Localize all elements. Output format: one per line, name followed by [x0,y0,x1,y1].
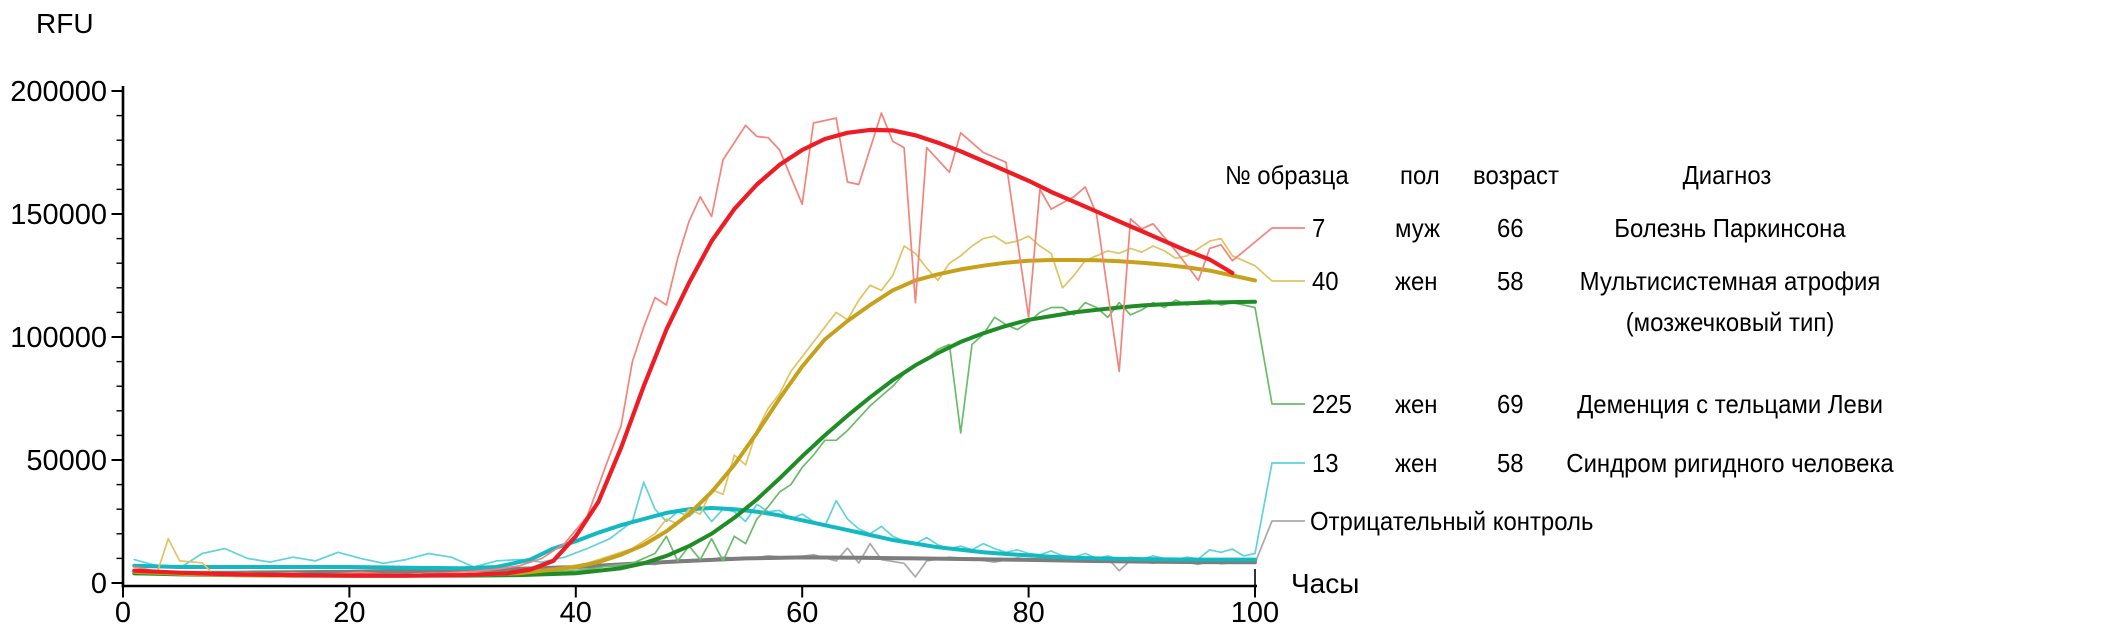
legend-header-diagnosis: Диагноз [1682,160,1772,190]
sample-number: 7 [1312,213,1326,243]
x-axis-title: Часы [1291,568,1360,599]
sample-13-sps-raw-legend-leader [1254,462,1305,554]
sample-number: 13 [1312,448,1339,478]
sample-diagnosis: Деменция с тельцами Леви [1577,389,1883,419]
legend-header-age: возраст [1473,160,1559,190]
sample-13-sps-fit [132,506,1257,571]
sample-diagnosis: Мультисистемная атрофия [1579,266,1881,296]
x-tick-label: 60 [786,597,818,629]
legend-header-sex: пол [1400,160,1440,190]
sample-number: 225 [1312,389,1352,419]
sample-sex: муж [1395,213,1440,243]
legend-header-sample: № образца [1225,160,1349,190]
sample-40-msa-raw [133,235,1256,577]
x-tick-label: 20 [333,597,365,629]
sample-7-parkinson-raw-legend-leader [1231,227,1305,262]
sample-225-dlb-raw [133,299,1256,576]
negative-control-raw-legend-leader [1254,520,1305,564]
sample-age: 66 [1497,213,1524,243]
sample-40-msa-raw-legend-leader [1254,265,1305,282]
sample-7-parkinson-fit [132,127,1235,578]
sample-number: 40 [1312,266,1339,296]
sample-age: 69 [1497,389,1524,419]
x-tick-label: 100 [1231,597,1279,629]
sample-age: 58 [1497,448,1524,478]
sample-13-sps-raw [133,481,1256,570]
x-tick-label: 40 [560,597,592,629]
sample-sex: жен [1395,266,1438,296]
negative-control-fit [132,555,1257,576]
sample-225-dlb-fit [132,299,1257,578]
sample-7-parkinson-raw [133,112,1234,576]
sample-40-msa-fit [132,258,1257,578]
y-tick-label: 100000 [10,322,107,354]
y-tick-label: 0 [91,568,107,600]
y-tick-label: 150000 [10,199,107,231]
sample-age: 58 [1497,266,1524,296]
sample-diagnosis-subtype: (мозжечковый тип) [1625,307,1835,337]
negative-control-label: Отрицательный контроль [1310,506,1594,536]
sample-sex: жен [1395,448,1438,478]
y-tick-label: 200000 [10,76,107,108]
y-axis-title: RFU [36,8,94,39]
sample-225-dlb-raw-legend-leader [1254,307,1305,405]
x-tick-label: 80 [1012,597,1044,629]
sample-sex: жен [1395,389,1438,419]
sample-diagnosis: Болезнь Паркинсона [1614,213,1846,243]
sample-diagnosis: Синдром ригидного человека [1566,448,1894,478]
x-tick-label: 0 [115,597,131,629]
y-tick-label: 50000 [26,445,107,477]
